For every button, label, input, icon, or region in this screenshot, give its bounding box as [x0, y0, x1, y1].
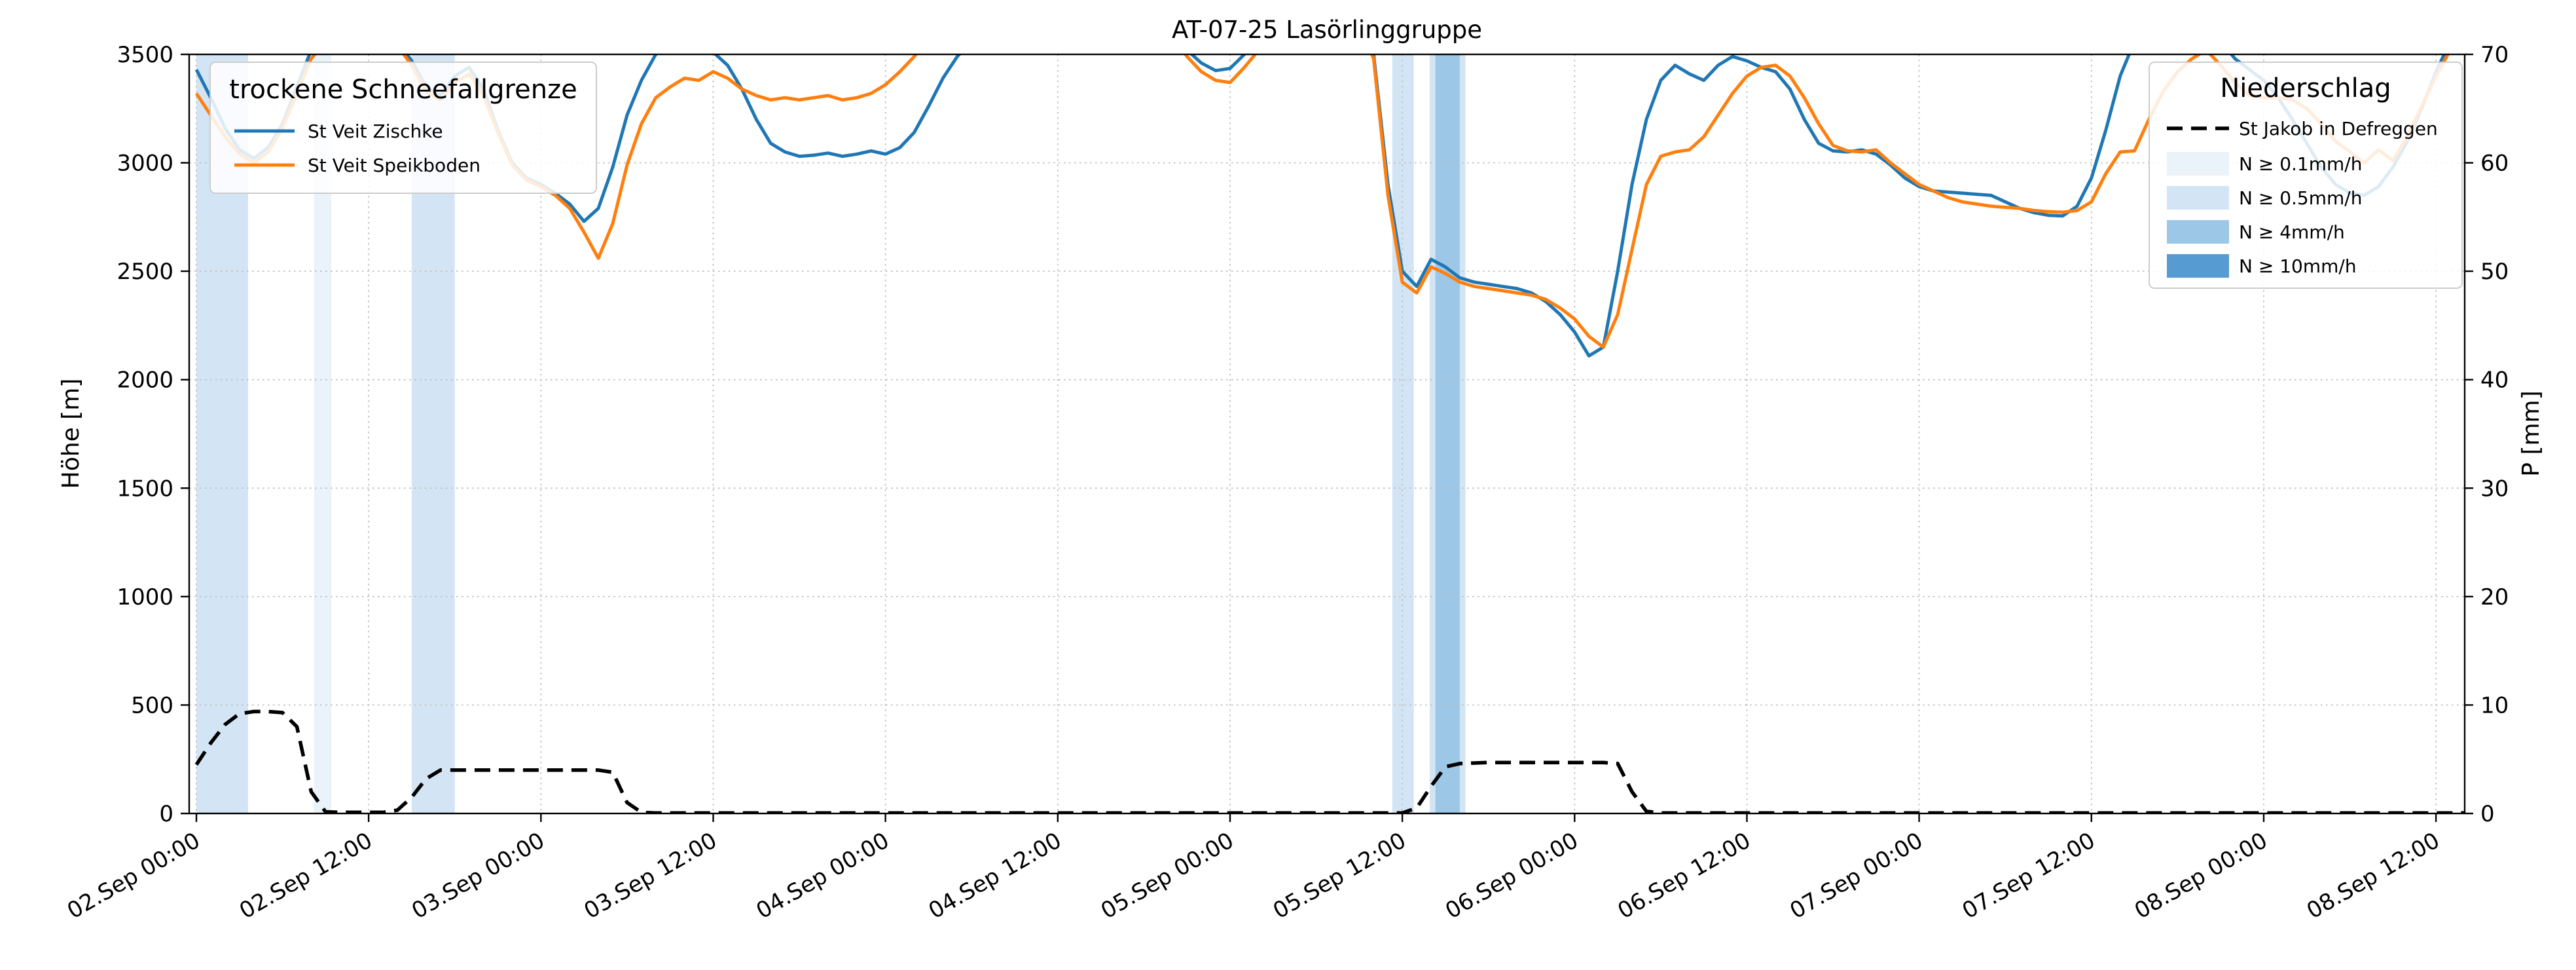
- legend-snowline: trockene Schneefallgrenze St Veit Zischk…: [209, 62, 597, 194]
- legend-band-label-4: N ≥ 4mm/h: [2239, 221, 2345, 243]
- y-left-tick-label: 1000: [117, 584, 173, 610]
- legend-snowline-box: [209, 62, 597, 194]
- legend-band-label-10: N ≥ 10mm/h: [2239, 255, 2357, 277]
- x-tick-label: 07.Sep 00:00: [1786, 827, 1928, 924]
- x-tick-label: 06.Sep 12:00: [1613, 827, 1755, 924]
- legend-speikboden-label: St Veit Speikboden: [308, 155, 481, 176]
- series-line-st-jakob-in-defreggen: [194, 709, 2465, 813]
- y-left-axis-label: Höhe [m]: [58, 379, 84, 489]
- x-tick-label: 05.Sep 00:00: [1097, 827, 1239, 924]
- legend-snowline-title: trockene Schneefallgrenze: [229, 75, 577, 105]
- legend-band-label-0-5: N ≥ 0.5mm/h: [2239, 187, 2362, 209]
- series-line-st-veit-zischke: [194, 54, 2446, 358]
- legend-band-swatch-4: [2167, 220, 2229, 244]
- x-tick-label: 05.Sep 12:00: [1269, 827, 1411, 924]
- y-left-tick-label: 3000: [117, 151, 173, 177]
- series-line-st-veit-speikboden: [194, 54, 2450, 349]
- chart-title: AT-07-25 Lasörlinggruppe: [1172, 16, 1482, 44]
- y-left-tick-label: 2000: [117, 367, 173, 394]
- x-tick-label: 08.Sep 00:00: [2130, 827, 2272, 924]
- x-tick-label: 02.Sep 12:00: [235, 827, 377, 924]
- x-tick-label: 06.Sep 00:00: [1441, 827, 1583, 924]
- x-tick-label: 04.Sep 12:00: [924, 827, 1066, 924]
- legend-band-swatch-0-1: [2167, 152, 2229, 176]
- legend-defreggen-label: St Jakob in Defreggen: [2239, 118, 2438, 140]
- legend-band-swatch-0-5: [2167, 186, 2229, 210]
- y-left-tick-label: 1500: [117, 476, 173, 502]
- y-right-tick-label: 20: [2480, 584, 2509, 610]
- y-right-tick-label: 60: [2480, 151, 2509, 177]
- x-tick-label: 07.Sep 12:00: [1958, 827, 2100, 924]
- legend-precip-title: Niederschlag: [2220, 73, 2391, 103]
- y-left-tick-label: 2500: [117, 259, 173, 285]
- x-tick-label: 08.Sep 12:00: [2302, 827, 2444, 924]
- plot-border: [188, 53, 2466, 815]
- x-tick-label: 03.Sep 12:00: [579, 827, 721, 924]
- legend-band-swatch-10: [2167, 254, 2229, 278]
- legend-band-label-0-1: N ≥ 0.1mm/h: [2239, 153, 2362, 175]
- x-tick-label: 03.Sep 00:00: [407, 827, 549, 924]
- y-left-tick-label: 3500: [117, 42, 173, 68]
- y-right-tick-label: 10: [2480, 692, 2509, 718]
- legend-precip: Niederschlag St Jakob in Defreggen N ≥ 0…: [2149, 62, 2463, 289]
- y-left-tick-label: 0: [159, 801, 173, 827]
- legend-zischke-label: St Veit Zischke: [308, 121, 443, 142]
- precip-band-4: [1435, 54, 1460, 813]
- y-left-tick-label: 500: [131, 692, 173, 718]
- x-tick-label: 04.Sep 00:00: [752, 827, 894, 924]
- y-right-tick-label: 70: [2480, 42, 2509, 68]
- y-right-tick-label: 0: [2480, 801, 2495, 827]
- y-right-tick-label: 30: [2480, 476, 2509, 502]
- x-tick-label: 02.Sep 00:00: [63, 827, 205, 924]
- precip-band-0.5: [1392, 54, 1414, 813]
- y-right-tick-label: 50: [2480, 259, 2509, 285]
- y-right-axis-label: P [mm]: [2518, 390, 2545, 476]
- y-right-tick-label: 40: [2480, 367, 2509, 394]
